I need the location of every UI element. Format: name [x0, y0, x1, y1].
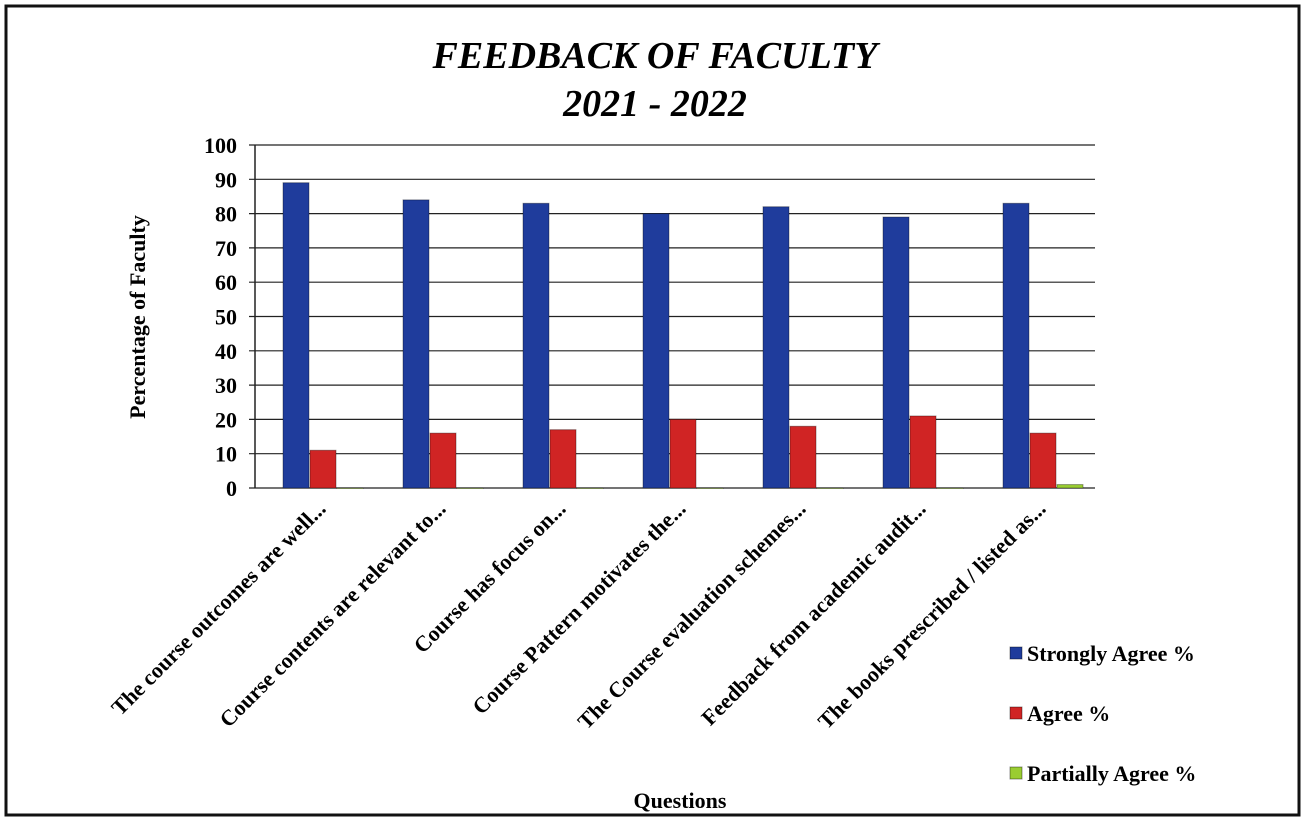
bar	[762, 206, 790, 489]
bar	[522, 202, 550, 489]
x-axis-label: Questions	[634, 788, 727, 813]
legend-swatch	[1009, 646, 1023, 660]
bar	[1029, 432, 1057, 489]
bar	[669, 418, 697, 489]
y-tick-label: 70	[215, 236, 237, 261]
bar	[576, 487, 604, 489]
bar	[1002, 202, 1030, 489]
y-tick-label: 10	[215, 442, 237, 467]
bar	[402, 199, 430, 489]
legend-swatch	[1009, 706, 1023, 720]
bar	[789, 425, 817, 489]
bar	[456, 487, 484, 489]
bar	[429, 432, 457, 489]
y-tick-label: 40	[215, 339, 237, 364]
chart-subtitle: 2021 - 2022	[562, 83, 747, 125]
bar	[1056, 484, 1084, 489]
y-tick-label: 0	[226, 476, 237, 501]
bar	[309, 449, 337, 489]
legend-label: Agree %	[1027, 701, 1110, 726]
legend-swatch	[1009, 766, 1023, 780]
bar	[282, 182, 310, 489]
bar	[336, 487, 364, 489]
y-tick-label: 90	[215, 167, 237, 192]
y-tick-label: 80	[215, 202, 237, 227]
bar	[816, 487, 844, 489]
bar	[549, 429, 577, 489]
bar	[642, 213, 670, 489]
bar	[909, 415, 937, 489]
bar	[882, 216, 910, 489]
y-axis-label: Percentage of Faculty	[125, 215, 150, 419]
y-tick-label: 100	[204, 133, 237, 158]
legend-label: Strongly Agree %	[1027, 641, 1195, 666]
y-tick-label: 30	[215, 373, 237, 398]
y-tick-label: 20	[215, 407, 237, 432]
chart-title: FEEDBACK OF FACULTY	[432, 35, 882, 77]
legend-label: Partially Agree %	[1027, 761, 1196, 786]
y-tick-label: 60	[215, 270, 237, 295]
bar	[696, 487, 724, 489]
y-tick-label: 50	[215, 305, 237, 330]
bar	[936, 487, 964, 489]
